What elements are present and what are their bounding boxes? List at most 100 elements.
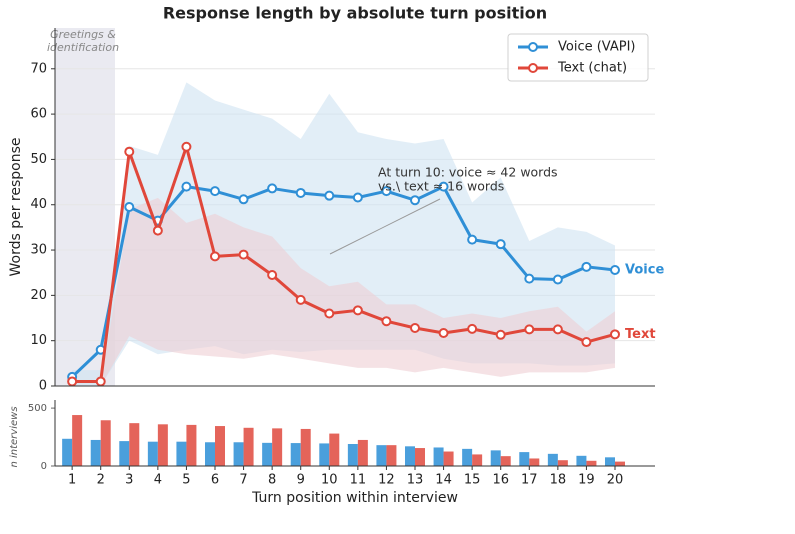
end-label: Text [625,327,656,342]
legend-label: Text (chat) [557,61,627,76]
legend-marker [528,42,538,52]
y-tick-label: 500 [28,403,47,414]
x-tick-label: 2 [97,473,105,488]
point [295,294,306,305]
annotation-arrow [329,198,441,255]
x-tick-label: 3 [125,473,133,488]
x-tick-label: 17 [521,473,538,488]
bar [186,424,197,466]
y-tick-label: 70 [30,61,47,76]
legend-label: Voice (VAPI) [558,40,636,55]
x-tick-label: 5 [182,473,190,488]
point [210,251,220,262]
bar [233,442,244,466]
y-tick-label: 0 [39,379,47,394]
y-tick-label: 10 [30,333,47,348]
x-tick-label: 7 [239,473,247,488]
x-tick-label: 8 [268,473,276,488]
point [124,146,135,157]
bar [557,460,568,466]
point [495,239,506,250]
point [67,376,78,387]
x-tick-label: 6 [211,473,219,488]
y-tick-label: 40 [30,197,47,212]
point [124,202,135,212]
bar [90,439,101,466]
highlight-label: identification [47,41,119,54]
x-tick-label: 9 [297,473,305,488]
point [467,234,478,245]
point [495,329,506,340]
point [324,308,335,319]
point [410,195,420,206]
y-axis-label: n interviews [9,406,20,467]
end-label: Voice [625,262,664,277]
bar [272,428,283,466]
bar [215,426,225,466]
point [581,337,592,348]
point [152,225,163,236]
point [438,327,449,338]
bar [472,454,483,466]
point [610,329,620,340]
bar [62,438,73,466]
x-tick-label: 1 [68,473,76,488]
point [238,249,249,260]
bar [386,445,397,466]
bar [605,457,615,466]
highlight-label: Greetings & [50,28,116,41]
bar [529,458,540,466]
point [381,316,392,327]
point [381,186,392,197]
y-axis-label: Words per response [8,137,24,276]
bar [205,442,215,466]
bar [147,441,158,466]
bar [547,453,558,466]
bar [490,450,501,466]
bar [443,451,454,466]
point [410,322,420,333]
bar [100,420,111,466]
bar [415,448,425,466]
bar [615,461,625,466]
x-tick-label: 15 [464,473,481,488]
x-axis-label: Turn position within interview [251,490,458,506]
bar [347,444,358,466]
y-tick-label: 20 [30,288,47,303]
x-tick-label: 16 [492,473,509,488]
bar [72,415,83,466]
bar [519,452,530,466]
x-tick-label: 12 [378,473,395,488]
point [267,183,278,194]
bar [300,428,311,466]
x-tick-label: 10 [321,473,338,488]
bar [290,443,301,466]
point [181,181,192,192]
y-tick-label: 50 [30,152,47,167]
bar [462,448,473,466]
bar [376,445,387,466]
x-tick-label: 19 [578,473,595,488]
bar [129,423,140,466]
y-tick-label: 60 [30,107,47,122]
chart-title: Response length by absolute turn positio… [163,4,547,23]
y-tick-label: 0 [41,461,47,472]
point [352,192,363,203]
point [467,323,478,334]
point [552,324,563,335]
point [610,264,620,275]
x-tick-label: 20 [607,473,624,488]
bar [405,446,415,466]
point [552,274,563,285]
point [352,305,363,316]
y-tick-label: 30 [30,243,47,258]
point [324,190,335,201]
point [181,141,192,152]
x-tick-label: 18 [550,473,567,488]
x-tick-label: 11 [350,473,367,488]
x-tick-label: 13 [407,473,424,488]
annotation: vs.\ text ≈ 16 words [378,179,504,194]
point [581,261,592,272]
bar [500,456,511,466]
